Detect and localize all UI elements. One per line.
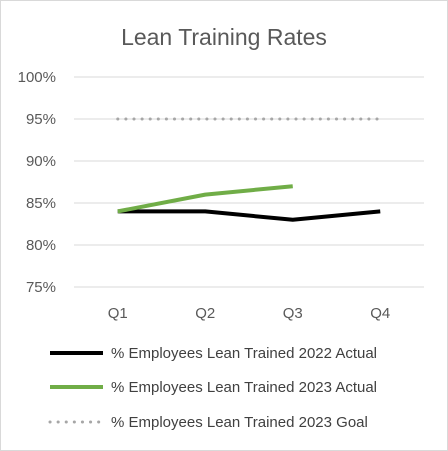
y-axis-ticks: 75% 80% 85% 90% 95% 100% <box>18 69 56 296</box>
x-tick-label: Q3 <box>283 305 303 322</box>
y-tick-label: 100% <box>18 69 56 86</box>
series-line <box>117 184 293 214</box>
series-line <box>117 209 381 222</box>
chart-title: Lean Training Rates <box>121 24 327 50</box>
y-tick-label: 80% <box>26 237 56 254</box>
x-tick-label: Q4 <box>370 305 390 322</box>
legend-label: % Employees Lean Trained 2023 Actual <box>111 379 377 396</box>
y-tick-label: 90% <box>26 153 56 170</box>
x-tick-label: Q1 <box>108 305 128 322</box>
x-axis-ticks: Q1 Q2 Q3 Q4 <box>108 305 391 322</box>
x-tick-label: Q2 <box>195 305 215 322</box>
y-tick-label: 95% <box>26 111 56 128</box>
gridlines <box>74 76 424 288</box>
series-lines <box>116 117 382 222</box>
legend: % Employees Lean Trained 2022 Actual % Em… <box>48 345 377 431</box>
y-tick-label: 75% <box>26 279 56 296</box>
legend-label: % Employees Lean Trained 2022 Actual <box>111 345 377 362</box>
legend-label: % Employees Lean Trained 2023 Goal <box>111 414 368 431</box>
y-tick-label: 85% <box>26 195 56 212</box>
